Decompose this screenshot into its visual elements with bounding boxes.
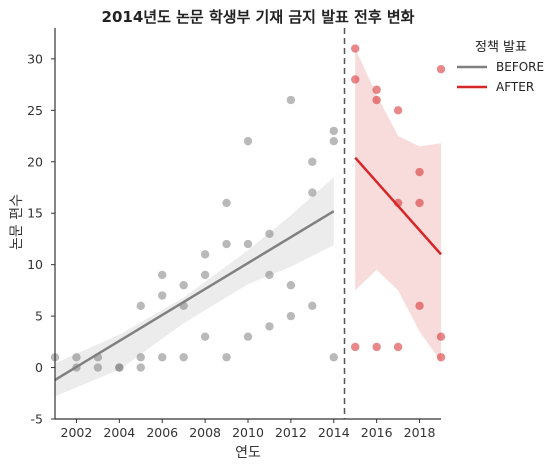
data-point-before [308,301,317,311]
data-point-before [222,353,231,362]
chart-title: 2014년도 논문 학생부 기재 금지 발표 전후 변화 [102,8,415,26]
data-point-before [286,281,296,290]
legend-title: 정책 발표 [475,40,527,55]
data-point-before [329,353,338,362]
data-points [50,44,446,372]
x-tick-label: 2014 [318,425,350,440]
data-point-before [243,136,253,146]
data-point-before [286,95,296,105]
data-point-before [200,250,210,259]
data-point-before [308,188,317,197]
data-point-before [158,353,167,362]
ci-band-before [55,177,334,397]
data-point-before [136,301,145,311]
data-point-before [329,126,338,136]
data-point-before [136,363,145,372]
x-axis-label: 연도 [235,445,261,461]
data-point-before [200,270,210,280]
data-point-after [415,198,424,208]
x-tick-label: 2006 [146,425,178,440]
data-point-after [351,75,360,84]
data-point-before [200,332,210,341]
data-point-after [351,342,360,352]
x-tick-label: 2010 [232,425,264,440]
y-tick-label: 20 [27,154,43,169]
data-point-after [372,342,381,352]
data-point-after [372,95,381,105]
y-tick-label: 0 [35,360,43,375]
data-point-before [265,270,274,280]
data-point-before [222,198,231,208]
data-point-before [158,291,167,300]
y-tick-label: 30 [27,51,43,66]
y-tick-label: 15 [27,206,43,221]
data-point-before [243,332,253,341]
data-point-before [136,353,145,362]
y-tick-label: -5 [31,412,43,427]
data-point-before [158,270,167,280]
fit-line-before [54,210,335,381]
data-point-before [329,136,338,146]
data-point-after [393,198,403,208]
data-point-after [436,332,446,341]
data-point-before [179,301,188,311]
x-tick-label: 2002 [61,425,93,440]
data-point-before [179,353,188,362]
data-point-after [415,167,424,177]
data-point-after [415,301,424,311]
x-tick-label: 2008 [189,425,221,440]
y-tick-label: 5 [35,309,43,324]
data-point-before [179,281,188,290]
data-point-before [93,363,103,372]
data-point-before [72,363,81,372]
x-tick-label: 2012 [275,425,307,440]
x-axis-ticks: 2002 2004 2006 2008 2010 2012 2014 2016 2018 [61,419,436,440]
data-point-after [351,44,360,53]
data-point-after [436,353,446,362]
data-point-before [222,239,231,249]
x-tick-label: 2004 [103,425,135,440]
data-point-before [265,322,274,331]
data-point-before [243,239,253,249]
data-point-before [308,157,317,166]
data-point-before [286,311,296,321]
legend-label-after: AFTER [496,80,534,94]
y-axis-label: 논문 편수 [9,194,25,250]
x-tick-label: 2018 [404,425,436,440]
data-point-before [93,353,103,362]
x-tick-label: 2016 [361,425,393,440]
y-tick-label: 10 [27,257,43,272]
y-tick-label: 25 [27,103,43,118]
data-point-before [72,353,81,362]
data-point-after [372,85,381,94]
y-axis-ticks: -5 0 5 10 15 20 25 30 [27,51,55,427]
legend: 정책 발표 BEFORE AFTER [457,40,544,94]
legend-label-before: BEFORE [496,60,544,74]
data-point-after [393,342,403,352]
data-point-before [115,363,124,372]
data-point-before [265,229,274,238]
data-point-after [436,64,446,74]
data-point-after [393,106,403,115]
